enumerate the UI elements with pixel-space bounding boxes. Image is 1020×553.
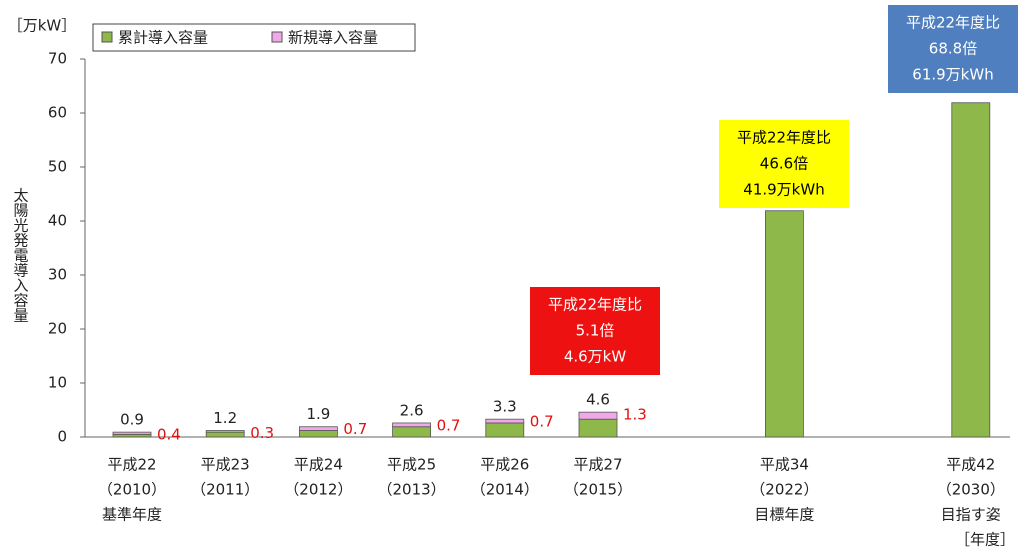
x-tick-label: （2010） <box>98 481 166 499</box>
bar-segment <box>205 430 245 433</box>
annotation-box <box>530 287 660 375</box>
legend-label: 累計導入容量 <box>118 29 208 47</box>
annotation-text: 41.9万kWh <box>743 181 824 199</box>
annotation-box <box>719 120 849 208</box>
y-tick-label: 30 <box>48 266 67 284</box>
bar-segment <box>951 102 991 438</box>
legend-swatch <box>271 31 283 43</box>
annotation-text: 46.6倍 <box>760 155 808 173</box>
new-value-label: 0.3 <box>250 424 274 442</box>
new-value-label: 0.7 <box>343 420 367 438</box>
total-label: 3.3 <box>493 398 517 416</box>
annotation-text: 4.6万kW <box>564 348 627 366</box>
new-value-label: 0.7 <box>530 413 554 431</box>
y-tick-label: 10 <box>48 374 67 392</box>
y-tick-label: 60 <box>48 104 67 122</box>
x-tick-label: 目標年度 <box>754 506 814 524</box>
bar-segment <box>205 431 245 438</box>
bar-segment <box>298 426 338 431</box>
x-tick-label: 平成25 <box>387 456 436 474</box>
total-label: 2.6 <box>400 401 424 419</box>
total-label: 0.9 <box>120 411 144 429</box>
bar-segment <box>485 422 525 438</box>
bar-segment <box>578 418 618 438</box>
bar-segment <box>578 411 618 420</box>
y-tick-label: 20 <box>48 320 67 338</box>
x-tick-label: 平成26 <box>480 456 529 474</box>
y-unit: ［万kW］ <box>8 17 77 35</box>
x-tick-label: 平成22 <box>107 456 156 474</box>
annotation-text: 平成22年度比 <box>906 14 1000 32</box>
new-value-label: 1.3 <box>623 406 647 424</box>
x-unit: ［年度］ <box>955 531 1015 549</box>
x-tick-label: （2012） <box>284 481 352 499</box>
x-tick-label: （2011） <box>191 481 259 499</box>
annotation-text: 61.9万kWh <box>912 66 993 84</box>
x-tick-label: 基準年度 <box>102 506 162 524</box>
annotation-text: 68.8倍 <box>929 40 977 58</box>
annotation-text: 5.1倍 <box>576 322 615 340</box>
bar-segment <box>112 431 152 435</box>
x-tick-label: （2022） <box>750 481 818 499</box>
bar-segment <box>298 430 338 438</box>
x-tick-label: 平成42 <box>946 456 995 474</box>
annotation-text: 平成22年度比 <box>737 129 831 147</box>
x-tick-label: （2013） <box>378 481 446 499</box>
x-tick-label: 平成27 <box>573 456 622 474</box>
bar-segment <box>112 433 152 438</box>
y-tick-label: 70 <box>48 50 67 68</box>
bar-segment <box>765 210 804 438</box>
annotation-box <box>888 5 1018 93</box>
legend-label: 新規導入容量 <box>288 29 378 47</box>
x-tick-label: （2014） <box>471 481 539 499</box>
x-tick-label: （2015） <box>564 481 632 499</box>
y-tick-label: 0 <box>57 428 67 446</box>
annotation-text: 平成22年度比 <box>548 296 642 314</box>
bar-segment <box>392 426 432 438</box>
x-tick-label: 目指す姿 <box>941 506 1001 524</box>
x-tick-label: 平成24 <box>294 456 343 474</box>
y-tick-label: 50 <box>48 158 67 176</box>
total-label: 1.9 <box>306 405 330 423</box>
bar-segment <box>392 422 432 428</box>
new-value-label: 0.4 <box>157 426 181 444</box>
legend-box <box>92 23 416 52</box>
x-tick-label: 平成23 <box>201 456 250 474</box>
total-label: 4.6 <box>586 391 610 409</box>
x-tick-label: 平成34 <box>760 456 809 474</box>
y-axis-label: 太陽光発電導入容量 <box>12 188 30 323</box>
y-tick-label: 40 <box>48 212 67 230</box>
total-label: 1.2 <box>213 409 237 427</box>
x-tick-label: （2030） <box>937 481 1005 499</box>
new-value-label: 0.7 <box>437 416 461 434</box>
legend-swatch <box>101 31 113 43</box>
bar-segment <box>485 418 525 424</box>
